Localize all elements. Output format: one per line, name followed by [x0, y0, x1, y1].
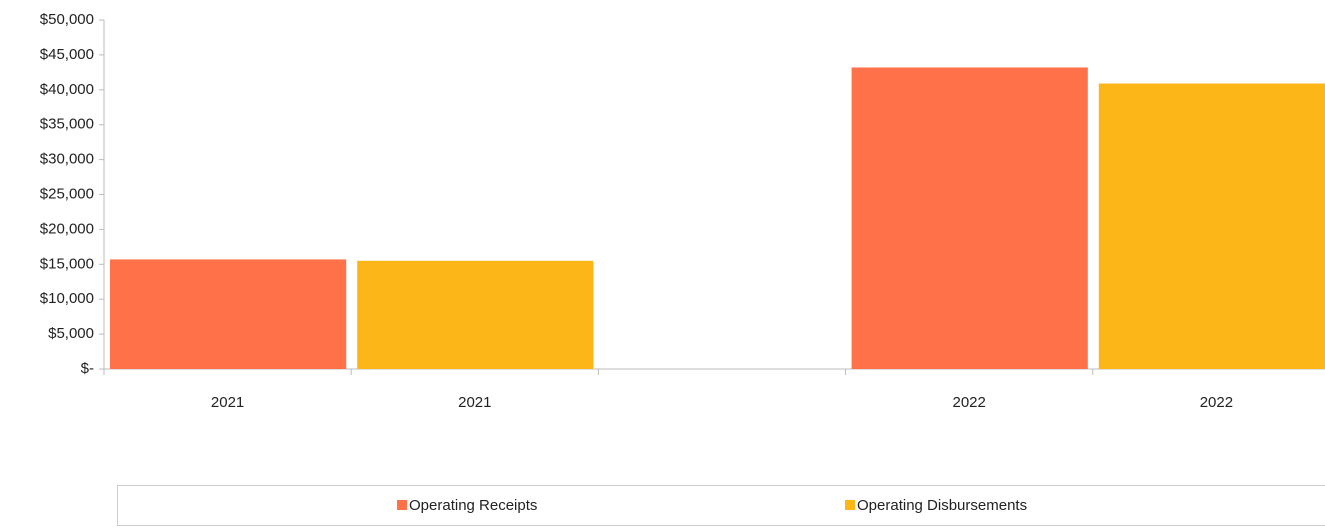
- x-tick-label: 2022: [1200, 394, 1233, 411]
- x-tick-label: 2021: [211, 394, 244, 411]
- y-tick-label: $50,000: [40, 11, 94, 28]
- legend-swatch: [397, 500, 407, 510]
- legend-box: [117, 485, 1325, 526]
- y-tick-label: $35,000: [40, 116, 94, 133]
- y-tick-label: $15,000: [40, 255, 94, 272]
- y-tick-label: $20,000: [40, 220, 94, 237]
- y-tick-label: $30,000: [40, 151, 94, 168]
- y-tick-label: $5,000: [48, 325, 94, 342]
- y-tick-label: $40,000: [40, 81, 94, 98]
- bar: [851, 67, 1088, 370]
- y-tick-label: $-: [81, 360, 94, 377]
- legend-swatch: [845, 500, 855, 510]
- legend-label: Operating Disbursements: [857, 497, 1027, 514]
- x-tick-label: 2021: [458, 394, 491, 411]
- bar: [357, 260, 594, 369]
- bar: [110, 259, 347, 369]
- bar: [1098, 83, 1325, 369]
- x-tick-label: 2022: [953, 394, 986, 411]
- y-tick-label: $25,000: [40, 185, 94, 202]
- y-tick-label: $10,000: [40, 290, 94, 307]
- y-tick-label: $45,000: [40, 46, 94, 63]
- legend-label: Operating Receipts: [409, 497, 537, 514]
